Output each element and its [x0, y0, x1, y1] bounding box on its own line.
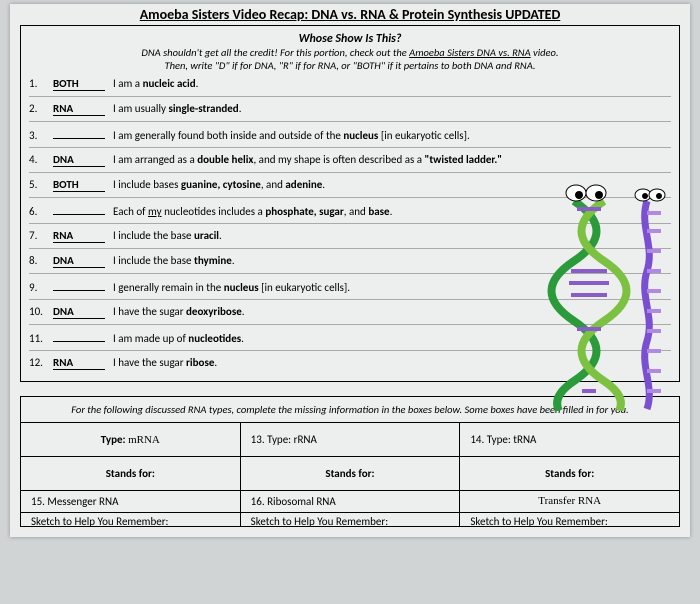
row-number: 12. [29, 356, 53, 369]
statement-row: 5.BOTH I include bases guanine, cytosine,… [29, 173, 671, 198]
stands-header-row: Stands for: Stands for: Stands for: [21, 457, 679, 491]
answer-blank[interactable]: DNA [53, 153, 105, 167]
row-number: 6. [29, 205, 53, 218]
stands-rrna: 16. Ribosomal RNA [241, 491, 461, 513]
sketch-row: Sketch to Help You Remember: Sketch to H… [21, 513, 679, 526]
statement-row: 10.DNA I have the sugar deoxyribose. [29, 300, 671, 325]
statement-text: I include the base uracil. [113, 229, 671, 242]
statement-row: 6. Each of my nucleotides includes a phos… [29, 198, 671, 224]
cell-type-mrna: Type: mRNA [21, 423, 241, 457]
statement-row: 1.BOTH I am a nucleic acid. [29, 72, 671, 97]
answer-blank[interactable]: BOTH [53, 77, 105, 91]
cell-type-rrna: 13. Type: rRNA [241, 423, 461, 457]
answer-blank[interactable] [53, 279, 105, 291]
stands-label-3: Stands for: [460, 457, 679, 491]
statement-text: I generally remain in the nucleus [in eu… [113, 281, 671, 294]
statement-list: 1.BOTHI am a nucleic acid.2.RNAI am usua… [29, 72, 671, 375]
row-number: 3. [29, 129, 53, 142]
statement-row: 7.RNA I include the base uracil. [29, 224, 671, 249]
statement-row: 8.DNA I include the base thymine. [29, 249, 671, 274]
row-number: 5. [29, 178, 53, 191]
answer-blank[interactable]: DNA [53, 254, 105, 268]
type-label: Type: [101, 433, 126, 446]
instructions: DNA shouldn't get all the credit! For th… [29, 46, 671, 72]
statement-text: I am usually single-stranded. [113, 102, 671, 115]
type-mrna-hw: mRNA [128, 434, 160, 446]
stands-label-2: Stands for: [241, 457, 461, 491]
answer-blank[interactable] [53, 127, 105, 139]
section-2-box: For the following discussed RNA types, c… [20, 396, 680, 527]
stands-label-1: Stands for: [21, 457, 241, 491]
row-number: 2. [29, 102, 53, 115]
instr-text-1: DNA shouldn't get all the credit! For th… [141, 46, 409, 59]
instr-text-2: Then, write "D" if for DNA, "R" if for R… [164, 59, 535, 72]
statement-row: 2.RNA I am usually single-stranded. [29, 97, 671, 122]
answer-blank[interactable]: RNA [53, 102, 105, 116]
statement-text: I include bases guanine, cytosine, and a… [113, 178, 671, 191]
answer-blank[interactable]: RNA [53, 356, 105, 370]
page-title: Amoeba Sisters Video Recap: DNA vs. RNA … [20, 4, 680, 23]
statement-text: Each of my nucleotides includes a phosph… [113, 205, 671, 218]
cell-type-trna: 14. Type: tRNA [460, 423, 679, 457]
answer-blank[interactable] [53, 330, 105, 342]
statement-row: 12.RNA I have the sugar ribose. [29, 351, 671, 375]
statement-text: I include the base thymine. [113, 254, 671, 267]
instr-text-1b: video. [531, 46, 559, 59]
sketch-1: Sketch to Help You Remember: [21, 513, 241, 526]
stands-value-row: 15. Messenger RNA 16. Ribosomal RNA Tran… [21, 491, 679, 513]
row-number: 9. [29, 281, 53, 294]
row-number: 7. [29, 229, 53, 242]
instr-link: Amoeba Sisters DNA vs. RNA [409, 46, 531, 59]
stands-mrna: 15. Messenger RNA [21, 491, 241, 513]
instructions-2: For the following discussed RNA types, c… [21, 397, 679, 423]
answer-blank[interactable]: RNA [53, 229, 105, 243]
worksheet-page: Amoeba Sisters Video Recap: DNA vs. RNA … [10, 4, 690, 537]
row-number: 4. [29, 153, 53, 166]
statement-row: 11. I am made up of nucleotides. [29, 325, 671, 351]
section-1-box: Whose Show Is This? DNA shouldn't get al… [20, 25, 680, 382]
answer-blank[interactable] [53, 203, 105, 215]
statement-text: I am arranged as a double helix, and my … [113, 153, 671, 166]
statement-text: I have the sugar deoxyribose. [113, 305, 671, 318]
row-number: 10. [29, 305, 53, 318]
answer-blank[interactable]: BOTH [53, 178, 105, 192]
answer-blank[interactable]: DNA [53, 305, 105, 319]
statement-text: I am generally found both inside and out… [113, 129, 671, 142]
statement-text: I have the sugar ribose. [113, 356, 671, 369]
section-subtitle: Whose Show Is This? [29, 32, 671, 46]
sketch-2: Sketch to Help You Remember: [241, 513, 461, 526]
stands-trna-hw: Transfer RNA [460, 491, 679, 513]
statement-row: 4.DNA I am arranged as a double helix, an… [29, 148, 671, 173]
type-row: Type: mRNA 13. Type: rRNA 14. Type: tRNA [21, 423, 679, 457]
row-number: 8. [29, 254, 53, 267]
row-number: 1. [29, 77, 53, 90]
statement-text: I am a nucleic acid. [113, 77, 671, 90]
statement-text: I am made up of nucleotides. [113, 332, 671, 345]
statement-row: 9. I generally remain in the nucleus [in … [29, 274, 671, 300]
row-number: 11. [29, 332, 53, 345]
statement-row: 3. I am generally found both inside and o… [29, 122, 671, 148]
sketch-3: Sketch to Help You Remember: [460, 513, 679, 526]
